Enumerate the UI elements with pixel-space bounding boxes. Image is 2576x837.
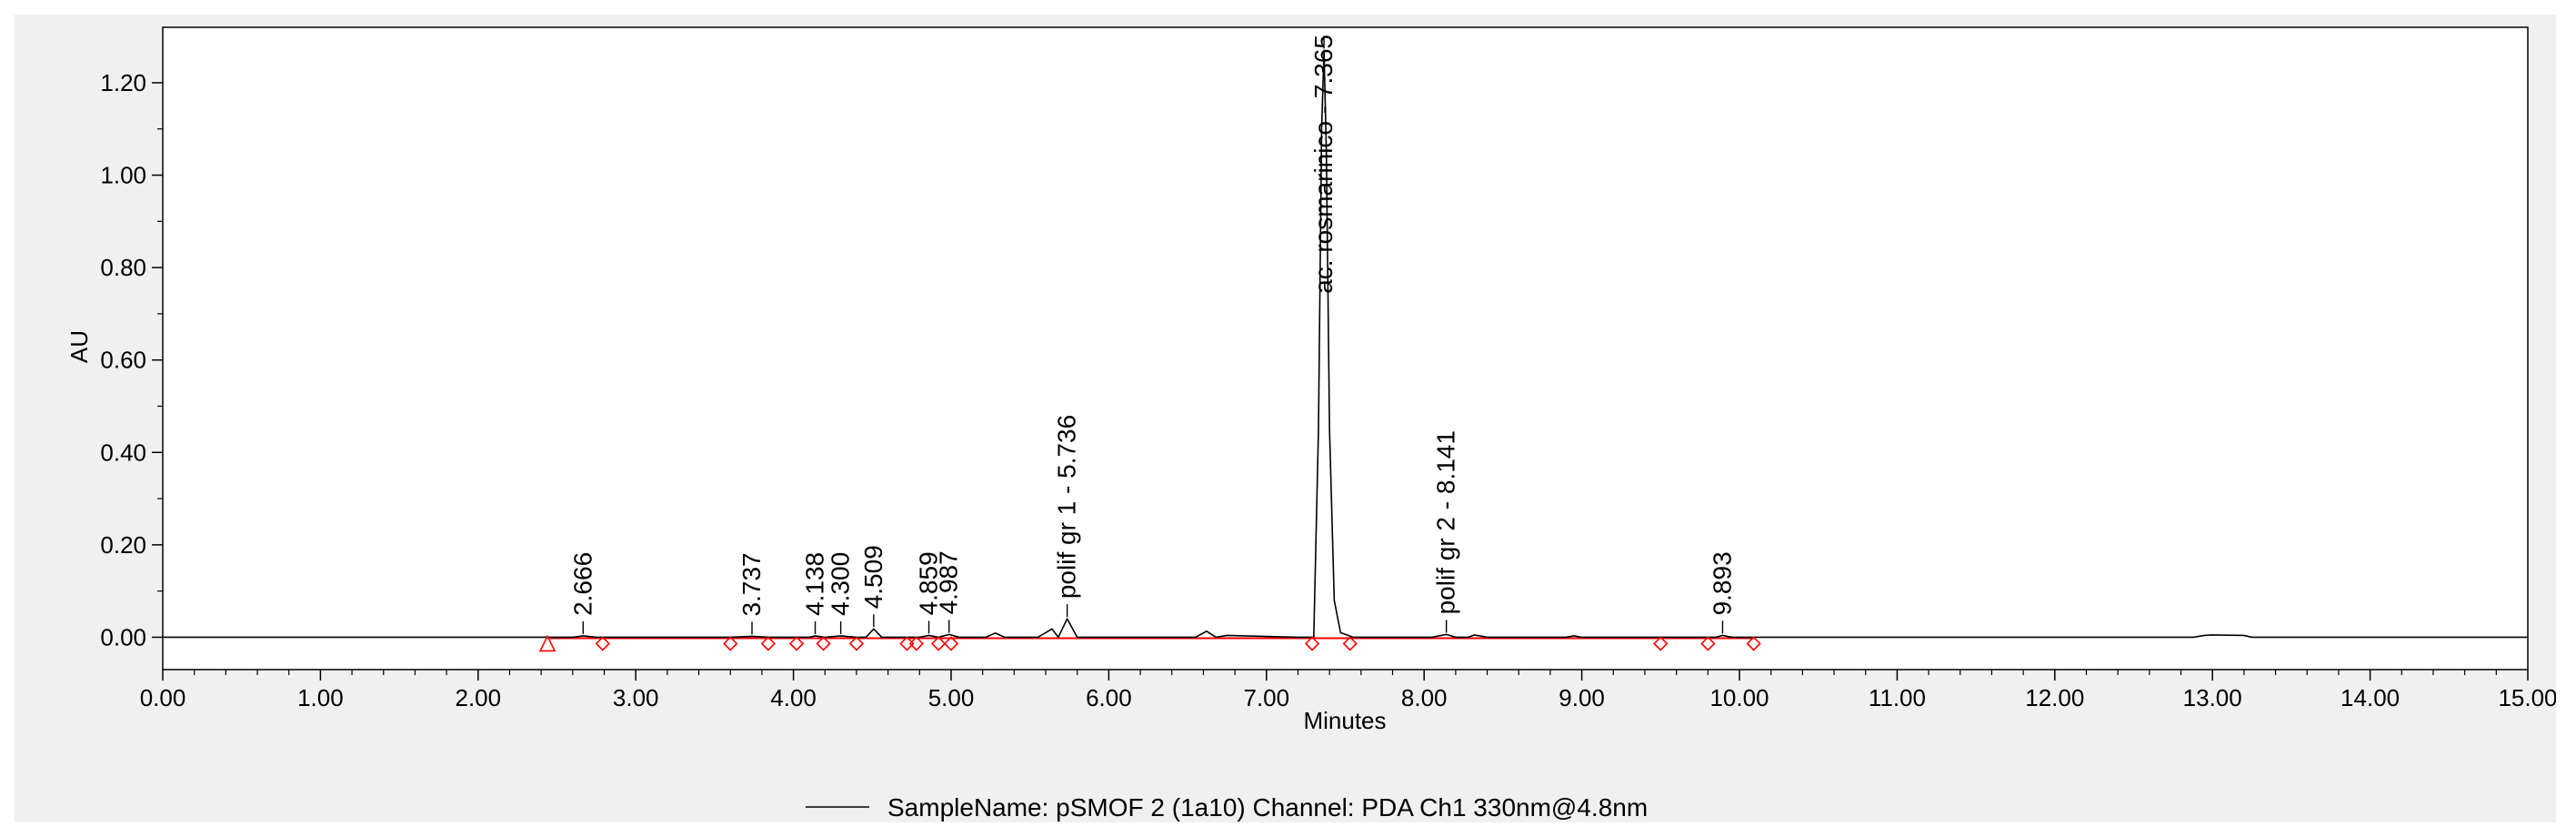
diamond-marker bbox=[1746, 636, 1761, 651]
x-tick-label: 5.00 bbox=[928, 684, 975, 711]
peak-label: polif gr 2 - 8.141 bbox=[1432, 430, 1460, 614]
x-tick-label: 8.00 bbox=[1401, 684, 1448, 711]
peak-label: 4.138 bbox=[801, 552, 829, 616]
peak-label: 2.666 bbox=[568, 552, 596, 616]
integration-markers bbox=[538, 634, 1761, 652]
diamond-marker bbox=[723, 636, 738, 651]
peak-label: polif gr 1 - 5.736 bbox=[1053, 415, 1081, 599]
peak-label-group: 3.737 bbox=[737, 552, 766, 616]
y-tick-label: 0.60 bbox=[100, 347, 146, 374]
peak-label-group: 4.300 bbox=[827, 552, 855, 616]
peak-label-group: polif gr 2 - 8.141 bbox=[1432, 430, 1460, 614]
diamond-marker bbox=[1304, 636, 1320, 651]
diamond-marker bbox=[1653, 636, 1669, 651]
peak-label-group: ac. rosmarinico - 7.365 bbox=[1309, 35, 1338, 294]
x-tick-label: 3.00 bbox=[613, 684, 659, 711]
x-tick-label: 6.00 bbox=[1086, 684, 1132, 711]
legend: SampleName: pSMOF 2 (1a10) Channel: PDA … bbox=[806, 793, 1648, 822]
diamond-marker bbox=[1700, 636, 1716, 651]
x-tick-label: 15.00 bbox=[2498, 684, 2556, 711]
x-tick-label: 0.00 bbox=[140, 684, 186, 711]
series-line bbox=[163, 49, 2528, 639]
y-tick-labels: 0.00 0.20 0.40 0.60 0.80 1.00 1.20 bbox=[100, 69, 146, 650]
chromatogram-chart: 0.00 0.20 0.40 0.60 0.80 1.00 1.20 0.00 1.00 2.0… bbox=[65, 26, 2558, 822]
series bbox=[163, 49, 2528, 639]
peak-label-group: 4.859 bbox=[915, 551, 943, 615]
diamond-marker bbox=[816, 636, 831, 651]
peak-label-group: 2.666 bbox=[568, 552, 596, 616]
peak-label-group: 4.509 bbox=[859, 545, 887, 609]
x-tick-label: 4.00 bbox=[770, 684, 817, 711]
diamond-marker bbox=[930, 636, 947, 651]
peak-label: ac. rosmarinico - 7.365 bbox=[1309, 35, 1338, 294]
axes bbox=[152, 82, 2529, 681]
diamond-marker bbox=[943, 636, 959, 651]
x-tick-label: 13.00 bbox=[2183, 684, 2242, 711]
y-tick-label: 0.00 bbox=[100, 623, 146, 650]
x-tick-labels: 0.00 1.00 2.00 3.00 4.00 5.00 6.00 7.00 8.00 9.00… bbox=[140, 684, 2558, 711]
x-tick-label: 14.00 bbox=[2340, 684, 2400, 711]
diamond-marker bbox=[908, 636, 924, 651]
y-tick-label: 0.20 bbox=[100, 531, 146, 559]
y-axis-label: AU bbox=[65, 330, 93, 363]
diamond-marker bbox=[848, 636, 865, 651]
start-triangle-marker bbox=[538, 634, 556, 652]
peak-label-group: 9.893 bbox=[1708, 551, 1736, 615]
y-tick-label: 1.20 bbox=[100, 69, 146, 96]
y-tick-label: 0.40 bbox=[100, 439, 146, 466]
x-axis-label: Minutes bbox=[1303, 707, 1386, 734]
legend-entry: SampleName: pSMOF 2 (1a10) Channel: PDA … bbox=[887, 793, 1648, 822]
peak-label-group: 4.987 bbox=[935, 550, 963, 614]
chart-panel: 0.00 0.20 0.40 0.60 0.80 1.00 1.20 0.00 1.00 2.0… bbox=[15, 15, 2558, 822]
diamond-marker bbox=[595, 636, 610, 651]
x-tick-label: 2.00 bbox=[455, 684, 501, 711]
diamond-marker bbox=[1342, 636, 1358, 651]
diamond-marker bbox=[760, 636, 776, 651]
y-tick-label: 1.00 bbox=[100, 162, 146, 189]
x-tick-label: 7.00 bbox=[1243, 684, 1289, 711]
x-tick-label: 10.00 bbox=[1709, 684, 1769, 711]
peak-label: 3.737 bbox=[737, 552, 766, 616]
peak-label: 4.859 bbox=[915, 551, 943, 615]
peak-label: 4.987 bbox=[935, 550, 963, 614]
y-tick-label: 0.80 bbox=[100, 254, 146, 281]
peak-label: 4.509 bbox=[859, 545, 887, 609]
peak-label-group: 4.138 bbox=[801, 552, 829, 616]
plot-area bbox=[162, 26, 2529, 671]
x-tick-label: 12.00 bbox=[2025, 684, 2084, 711]
diamond-marker bbox=[788, 636, 805, 651]
peak-label-group: polif gr 1 - 5.736 bbox=[1053, 415, 1081, 599]
peak-label: 4.300 bbox=[827, 552, 855, 616]
x-tick-label: 9.00 bbox=[1559, 684, 1605, 711]
x-tick-label: 11.00 bbox=[1869, 684, 1926, 711]
peak-label: 9.893 bbox=[1708, 551, 1736, 615]
x-tick-label: 1.00 bbox=[297, 684, 344, 711]
